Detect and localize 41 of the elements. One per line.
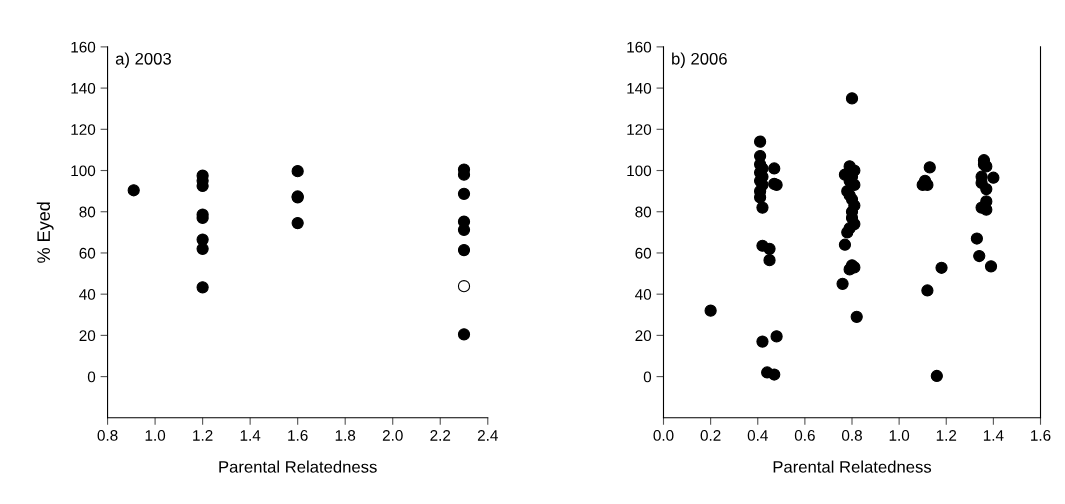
y-axis-title: % Eyed xyxy=(36,202,54,263)
y-tick-label: 120 xyxy=(71,124,96,135)
x-tick-label: 1.6 xyxy=(288,430,308,441)
x-tick-label: 2.4 xyxy=(477,430,498,441)
y-tick-label: 20 xyxy=(79,330,96,342)
y-tick-label: 160 xyxy=(627,41,652,53)
x-tick-label: 1.8 xyxy=(335,430,356,441)
y-tick-label: 60 xyxy=(79,247,96,259)
y-tick-label: 40 xyxy=(635,289,652,300)
x-tick-label: 1.0 xyxy=(889,430,910,441)
x-tick-label: 1.2 xyxy=(193,430,213,441)
y-tick-label: 120 xyxy=(627,124,652,135)
y-tick-label: 140 xyxy=(71,82,96,94)
x-tick-label: 0.8 xyxy=(97,430,118,441)
y-tick-label: 0 xyxy=(87,371,96,383)
x-tick-label: 2.2 xyxy=(430,430,451,441)
x-tick-label: 0.6 xyxy=(794,430,815,441)
chart-title: b) 2006 xyxy=(672,52,727,68)
x-tick-label: 1.6 xyxy=(1031,430,1051,441)
chart-title: a) 2003 xyxy=(115,52,171,68)
y-tick-label: 80 xyxy=(79,206,96,218)
y-tick-label: 0 xyxy=(643,371,652,383)
x-tick-label: 2.0 xyxy=(382,430,403,441)
y-tick-label: 100 xyxy=(627,165,652,177)
y-tick-label: 160 xyxy=(71,41,96,53)
x-axis-title: Parental Relatedness xyxy=(773,460,932,473)
y-tick-label: 40 xyxy=(79,289,96,300)
y-tick-label: 100 xyxy=(71,165,96,177)
x-tick-label: 0.8 xyxy=(841,430,862,441)
y-tick-label: 140 xyxy=(627,82,652,94)
x-tick-label: 1.4 xyxy=(983,430,1004,441)
x-tick-label: 1.4 xyxy=(240,430,261,441)
x-axis-title: Parental Relatedness xyxy=(219,460,377,473)
x-tick-label: 0.2 xyxy=(700,430,721,441)
x-tick-label: 1.0 xyxy=(145,430,166,441)
y-tick-label: 20 xyxy=(635,330,652,342)
x-tick-label: 0.4 xyxy=(747,430,768,441)
y-tick-label: 60 xyxy=(635,247,652,259)
y-tick-label: 80 xyxy=(635,206,652,218)
x-tick-label: 0.0 xyxy=(653,430,674,441)
x-tick-label: 1.2 xyxy=(936,430,957,441)
